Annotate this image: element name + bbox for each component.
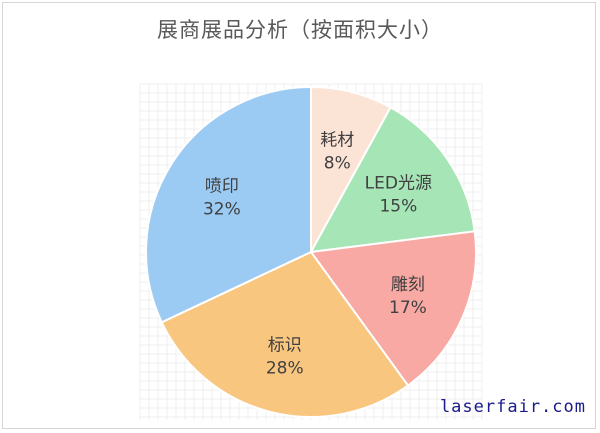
slice-category-label: 标识 bbox=[268, 335, 302, 355]
slice-category-label: 耗材 bbox=[320, 131, 354, 151]
chart-title: 展商展品分析（按面积大小） bbox=[157, 18, 443, 42]
pie-slice-4 bbox=[145, 85, 312, 324]
slice-category-label: 喷印 bbox=[205, 176, 239, 196]
pie-slice-2 bbox=[309, 230, 477, 387]
slice-category-label: LED光源 bbox=[365, 174, 432, 194]
slice-percent-label: 32% bbox=[203, 199, 241, 219]
slice-percent-label: 8% bbox=[324, 154, 351, 174]
slice-percent-label: 17% bbox=[389, 298, 427, 318]
slice-category-label: 雕刻 bbox=[391, 275, 425, 295]
site-watermark: laserfair.com bbox=[439, 397, 586, 417]
pie-slice-3 bbox=[160, 250, 410, 418]
slice-percent-label: 15% bbox=[379, 197, 417, 217]
pie-slice-1 bbox=[309, 106, 476, 254]
slice-percent-label: 28% bbox=[266, 358, 304, 378]
pie-slices bbox=[145, 85, 477, 418]
slice-labels: 耗材 8% LED光源 15% 雕刻 17% 标识 28% 喷印 32% bbox=[203, 131, 432, 379]
